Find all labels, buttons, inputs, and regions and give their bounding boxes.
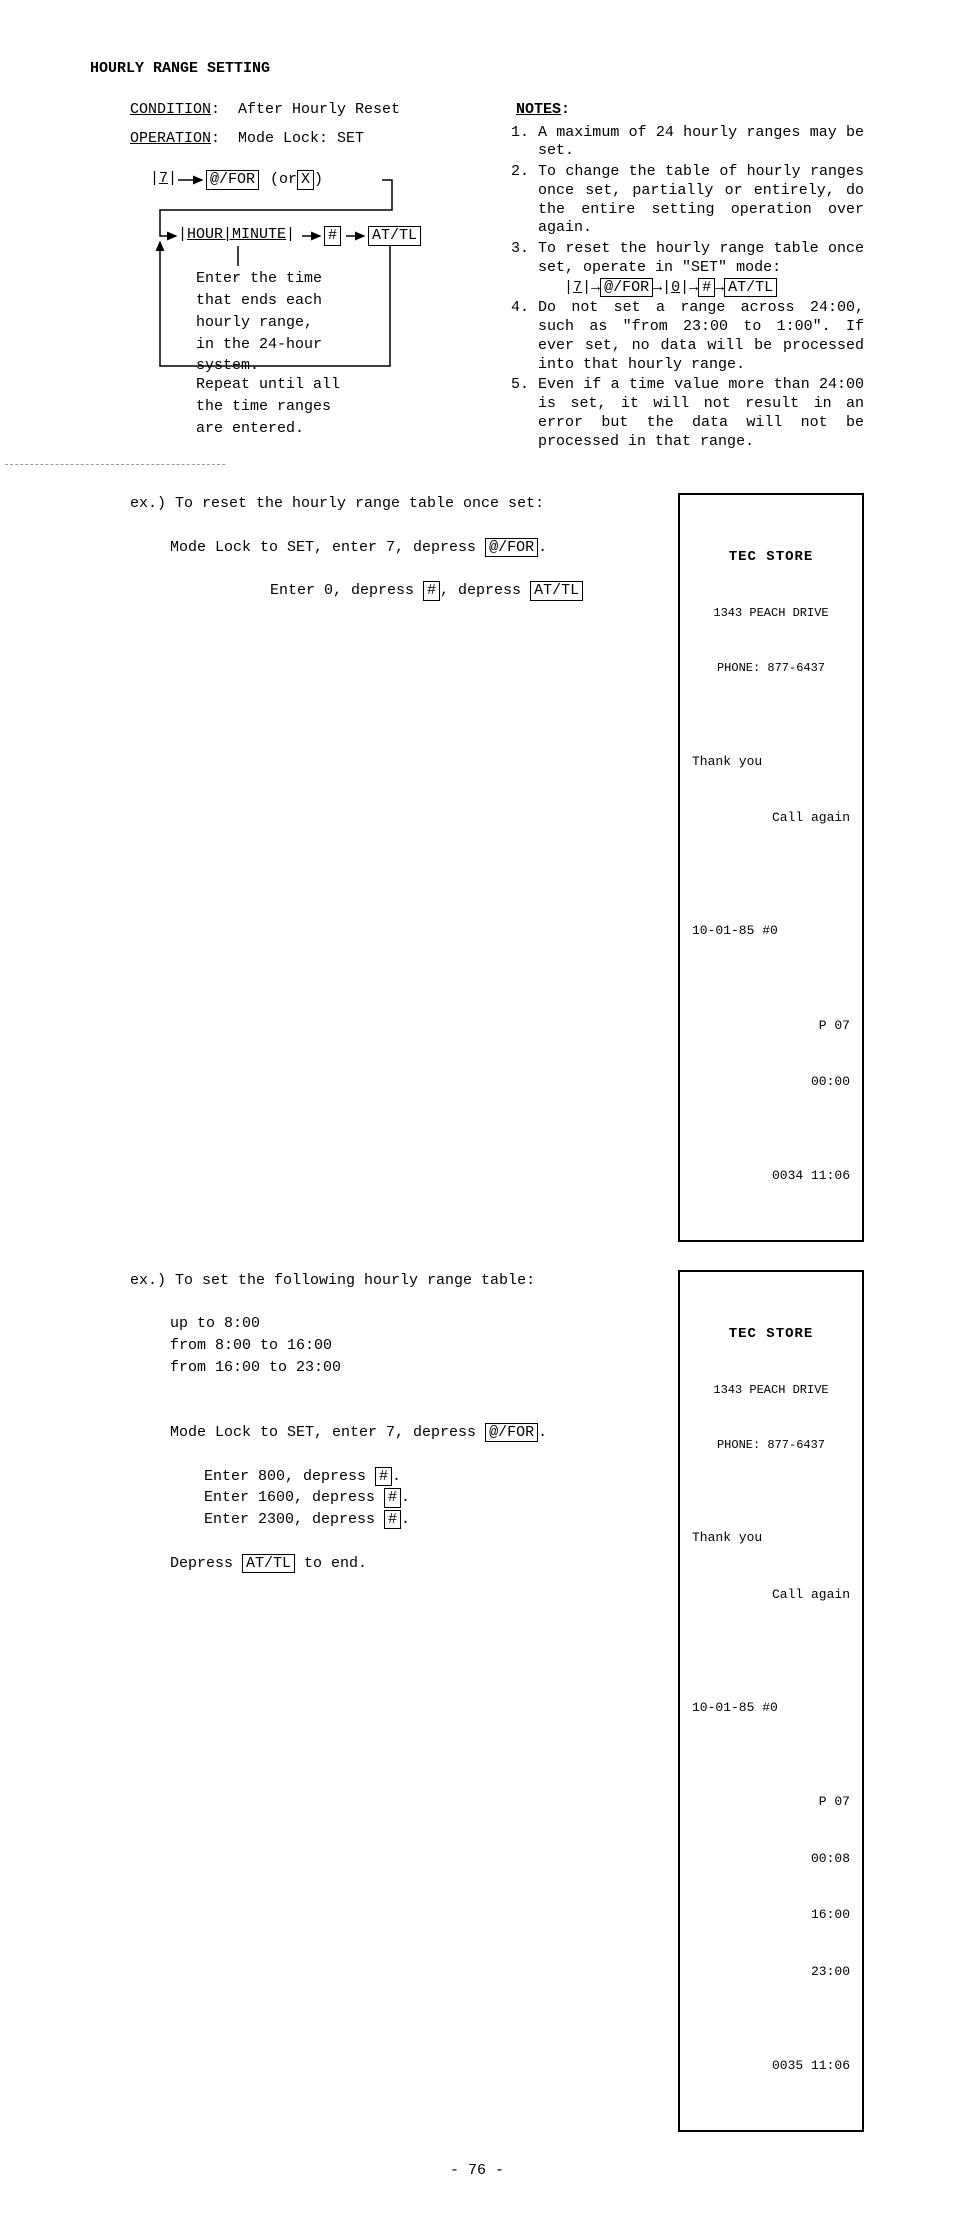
r1-call: Call again (692, 809, 850, 828)
ex2-r3: from 16:00 to 23:00 (130, 1357, 654, 1379)
ex2-s1: Mode Lock to SET, enter 7, depress @/FOR… (130, 1422, 654, 1444)
ex1-line2: Enter 0, depress #, depress AT/TL (130, 580, 654, 602)
diag-hourmin: |HOUR|MINUTE| (178, 226, 295, 245)
ex2-r1: up to 8:00 (130, 1313, 654, 1335)
ex2-e3: Enter 2300, depress #. (130, 1509, 654, 1531)
example-1: ex.) To reset the hourly range table onc… (90, 493, 864, 1242)
diag-attl: AT/TL (368, 226, 421, 246)
left-column: CONDITION: After Hourly Reset OPERATION:… (90, 101, 486, 459)
top-columns: CONDITION: After Hourly Reset OPERATION:… (90, 101, 864, 459)
diag-enter-note: Enter the time that ends each hourly ran… (196, 268, 322, 377)
note-4: Do not set a range across 24:00, such as… (538, 299, 864, 374)
example-2-text: ex.) To set the following hourly range t… (90, 1270, 654, 2132)
diag-or: (orX) (270, 170, 323, 190)
operation-text: Mode Lock: SET (238, 130, 364, 147)
example-2: ex.) To set the following hourly range t… (90, 1270, 864, 2132)
ex2-e2: Enter 1600, depress #. (130, 1487, 654, 1509)
operation-row: OPERATION: Mode Lock: SET (130, 130, 486, 149)
ex2-d1: Depress AT/TL to end. (130, 1553, 654, 1575)
r2-t3: 23:00 (692, 1963, 850, 1982)
r1-addr: 1343 PEACH DRIVE (692, 605, 850, 622)
r2-call: Call again (692, 1586, 850, 1605)
colon: : (211, 130, 238, 147)
r1-p: P 07 (692, 1017, 850, 1036)
notes-label: NOTES (516, 101, 561, 118)
notes-column: NOTES: A maximum of 24 hourly ranges may… (516, 101, 864, 459)
operation-label: OPERATION (130, 130, 211, 147)
r2-t1: 00:08 (692, 1850, 850, 1869)
receipt-1: TEC STORE 1343 PEACH DRIVE PHONE: 877-64… (678, 493, 864, 1242)
r1-phone: PHONE: 877-6437 (692, 660, 850, 677)
r1-thank: Thank you (692, 753, 850, 772)
r2-foot: 0035 11:06 (692, 2057, 850, 2076)
condition-text: After Hourly Reset (238, 101, 400, 118)
diag-seven: |7| (150, 170, 177, 189)
diag-hash: # (324, 226, 341, 246)
note-3: To reset the hourly range table once set… (538, 240, 864, 297)
note-2: To change the table of hourly ranges onc… (538, 163, 864, 238)
colon: : (561, 101, 570, 118)
receipt-2: TEC STORE 1343 PEACH DRIVE PHONE: 877-64… (678, 1270, 864, 2132)
r2-phone: PHONE: 877-6437 (692, 1437, 850, 1454)
ex2-e1: Enter 800, depress #. (130, 1466, 654, 1488)
ex2-r2: from 8:00 to 16:00 (130, 1335, 654, 1357)
r1-store: TEC STORE (692, 547, 850, 567)
page-title: HOURLY RANGE SETTING (90, 60, 864, 79)
colon: : (211, 101, 238, 118)
r2-store: TEC STORE (692, 1324, 850, 1344)
r2-addr: 1343 PEACH DRIVE (692, 1382, 850, 1399)
diag-repeat-note: Repeat until all the time ranges are ent… (196, 374, 340, 439)
note-5: Even if a time value more than 24:00 is … (538, 376, 864, 451)
r2-t2: 16:00 (692, 1906, 850, 1925)
r1-t1: 00:00 (692, 1073, 850, 1092)
r1-foot: 0034 11:06 (692, 1167, 850, 1186)
ex1-lead: ex.) To reset the hourly range table onc… (130, 493, 654, 515)
r2-p: P 07 (692, 1793, 850, 1812)
ex1-line1: Mode Lock to SET, enter 7, depress @/FOR… (130, 537, 654, 559)
r2-thank: Thank you (692, 1529, 850, 1548)
diag-for-key: @/FOR (206, 170, 259, 190)
page-number: - 76 - (90, 2162, 864, 2181)
ex2-lead: ex.) To set the following hourly range t… (130, 1270, 654, 1292)
r2-date: 10-01-85 #0 (692, 1699, 850, 1718)
condition-label: CONDITION (130, 101, 211, 118)
divider (5, 464, 225, 465)
note-3-sequence: |7|→@/FOR→|0|→#→AT/TL (538, 278, 864, 298)
operation-diagram: |7| @/FOR (orX) |HOUR|MINUTE| # AT/TL En… (130, 158, 486, 458)
condition-row: CONDITION: After Hourly Reset (130, 101, 486, 120)
note-1: A maximum of 24 hourly ranges may be set… (538, 124, 864, 162)
r1-date: 10-01-85 #0 (692, 922, 850, 941)
example-1-text: ex.) To reset the hourly range table onc… (90, 493, 654, 1242)
note-3-text: To reset the hourly range table once set… (538, 240, 864, 276)
